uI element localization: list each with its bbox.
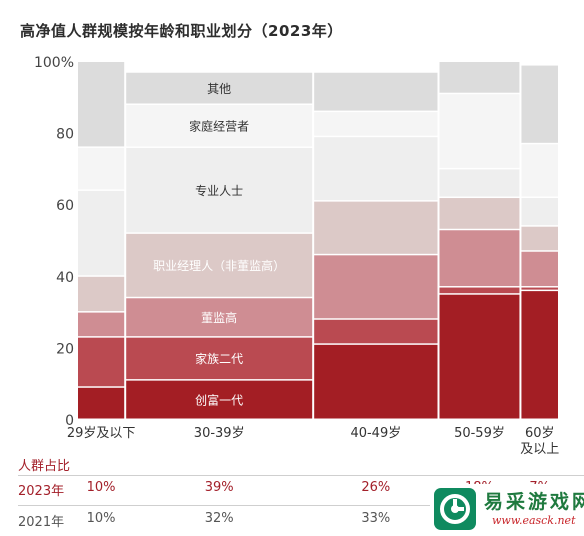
bar-segment [314, 255, 438, 319]
share-value: 26% [361, 480, 391, 495]
bar-segment [126, 337, 313, 380]
bar-segment [521, 291, 558, 419]
bar-segment [78, 190, 125, 276]
bar-segment [521, 65, 558, 143]
bar-segment [439, 198, 520, 229]
share-year: 2021年 [18, 515, 65, 530]
bar-segment [521, 198, 558, 226]
bar-segment [521, 226, 558, 251]
watermark: 易采游戏网 www.easck.net [430, 484, 584, 536]
y-tick-label: 20 [56, 341, 74, 357]
marimekko-chart: 0 20 40 60 80 100% 创富一代 家族二代 董监高 职业经理人（非董监高） 专业人士… [34, 55, 559, 455]
segment-label: 董监高 [201, 310, 237, 325]
row-divider [18, 505, 584, 506]
chart-title: 高净值人群规模按年龄和职业划分（2023年） [20, 22, 343, 40]
x-tick-label: 30-39岁 [194, 426, 245, 441]
bar-segment [439, 294, 520, 419]
bar-segment [78, 147, 125, 190]
bar-segment [126, 233, 313, 297]
bar-segment [439, 94, 520, 168]
share-value: 39% [204, 480, 234, 495]
bar-segment [521, 287, 558, 290]
segment-label: 专业人士 [195, 183, 243, 198]
bar-segment [314, 344, 438, 419]
bar-segment [78, 387, 125, 419]
share-value: 32% [204, 511, 234, 526]
bar-segment [126, 104, 313, 147]
y-tick-label: 60 [56, 198, 74, 214]
watermark-text: 易采游戏网 [484, 491, 584, 513]
bar-segment [78, 276, 125, 312]
bar-segment [314, 72, 438, 111]
bar-segment [521, 251, 558, 287]
bar-segment [126, 380, 313, 419]
chart-bars [78, 62, 558, 419]
share-year: 2023年 [18, 484, 65, 499]
x-tick-label: 50-59岁 [454, 426, 505, 441]
bar-segment [439, 62, 520, 93]
share-value: 10% [86, 480, 116, 495]
watermark-url: www.easck.net [492, 514, 576, 527]
bar-segment [78, 337, 125, 387]
bar-segment [78, 312, 125, 337]
bar-segment [521, 144, 558, 197]
x-tick-label: 60岁 [525, 426, 555, 441]
bar-segment [439, 230, 520, 287]
bar-segment [439, 169, 520, 197]
bar-segment [314, 319, 438, 344]
share-row-2021: 2021年 10% 32% 33% [0, 508, 584, 532]
y-tick-label: 40 [56, 270, 74, 286]
x-tick-label: 40-49岁 [350, 426, 401, 441]
bar-segment [439, 287, 520, 294]
bar-segment [126, 72, 313, 104]
x-tick-label: 29岁及以下 [67, 426, 136, 441]
x-tick-label: 及以上 [520, 442, 559, 455]
segment-label: 其他 [207, 82, 231, 96]
bar-segment [314, 201, 438, 254]
segment-label: 职业经理人（非董监高） [153, 258, 285, 273]
segment-label: 家族二代 [195, 351, 243, 366]
y-tick-label: 0 [65, 413, 74, 429]
row-divider [18, 475, 584, 476]
watermark-logo-icon [434, 488, 476, 530]
bar-segment [78, 62, 125, 147]
y-tick-label: 100% [34, 55, 74, 71]
share-value: 33% [361, 511, 391, 526]
bar-segment [126, 298, 313, 337]
bar-segment [126, 147, 313, 233]
segment-labels: 创富一代 家族二代 董监高 职业经理人（非董监高） 专业人士 家庭经营者 其他 [153, 82, 285, 407]
bar-segment [314, 112, 438, 136]
segment-label: 家庭经营者 [189, 118, 249, 133]
segment-label: 创富一代 [195, 392, 243, 407]
y-axis-ticks: 0 20 40 60 80 100% [34, 55, 74, 429]
bar-segment [314, 137, 438, 201]
y-tick-label: 80 [56, 127, 74, 143]
share-header: 人群占比 [18, 459, 71, 474]
share-value: 10% [86, 511, 116, 526]
